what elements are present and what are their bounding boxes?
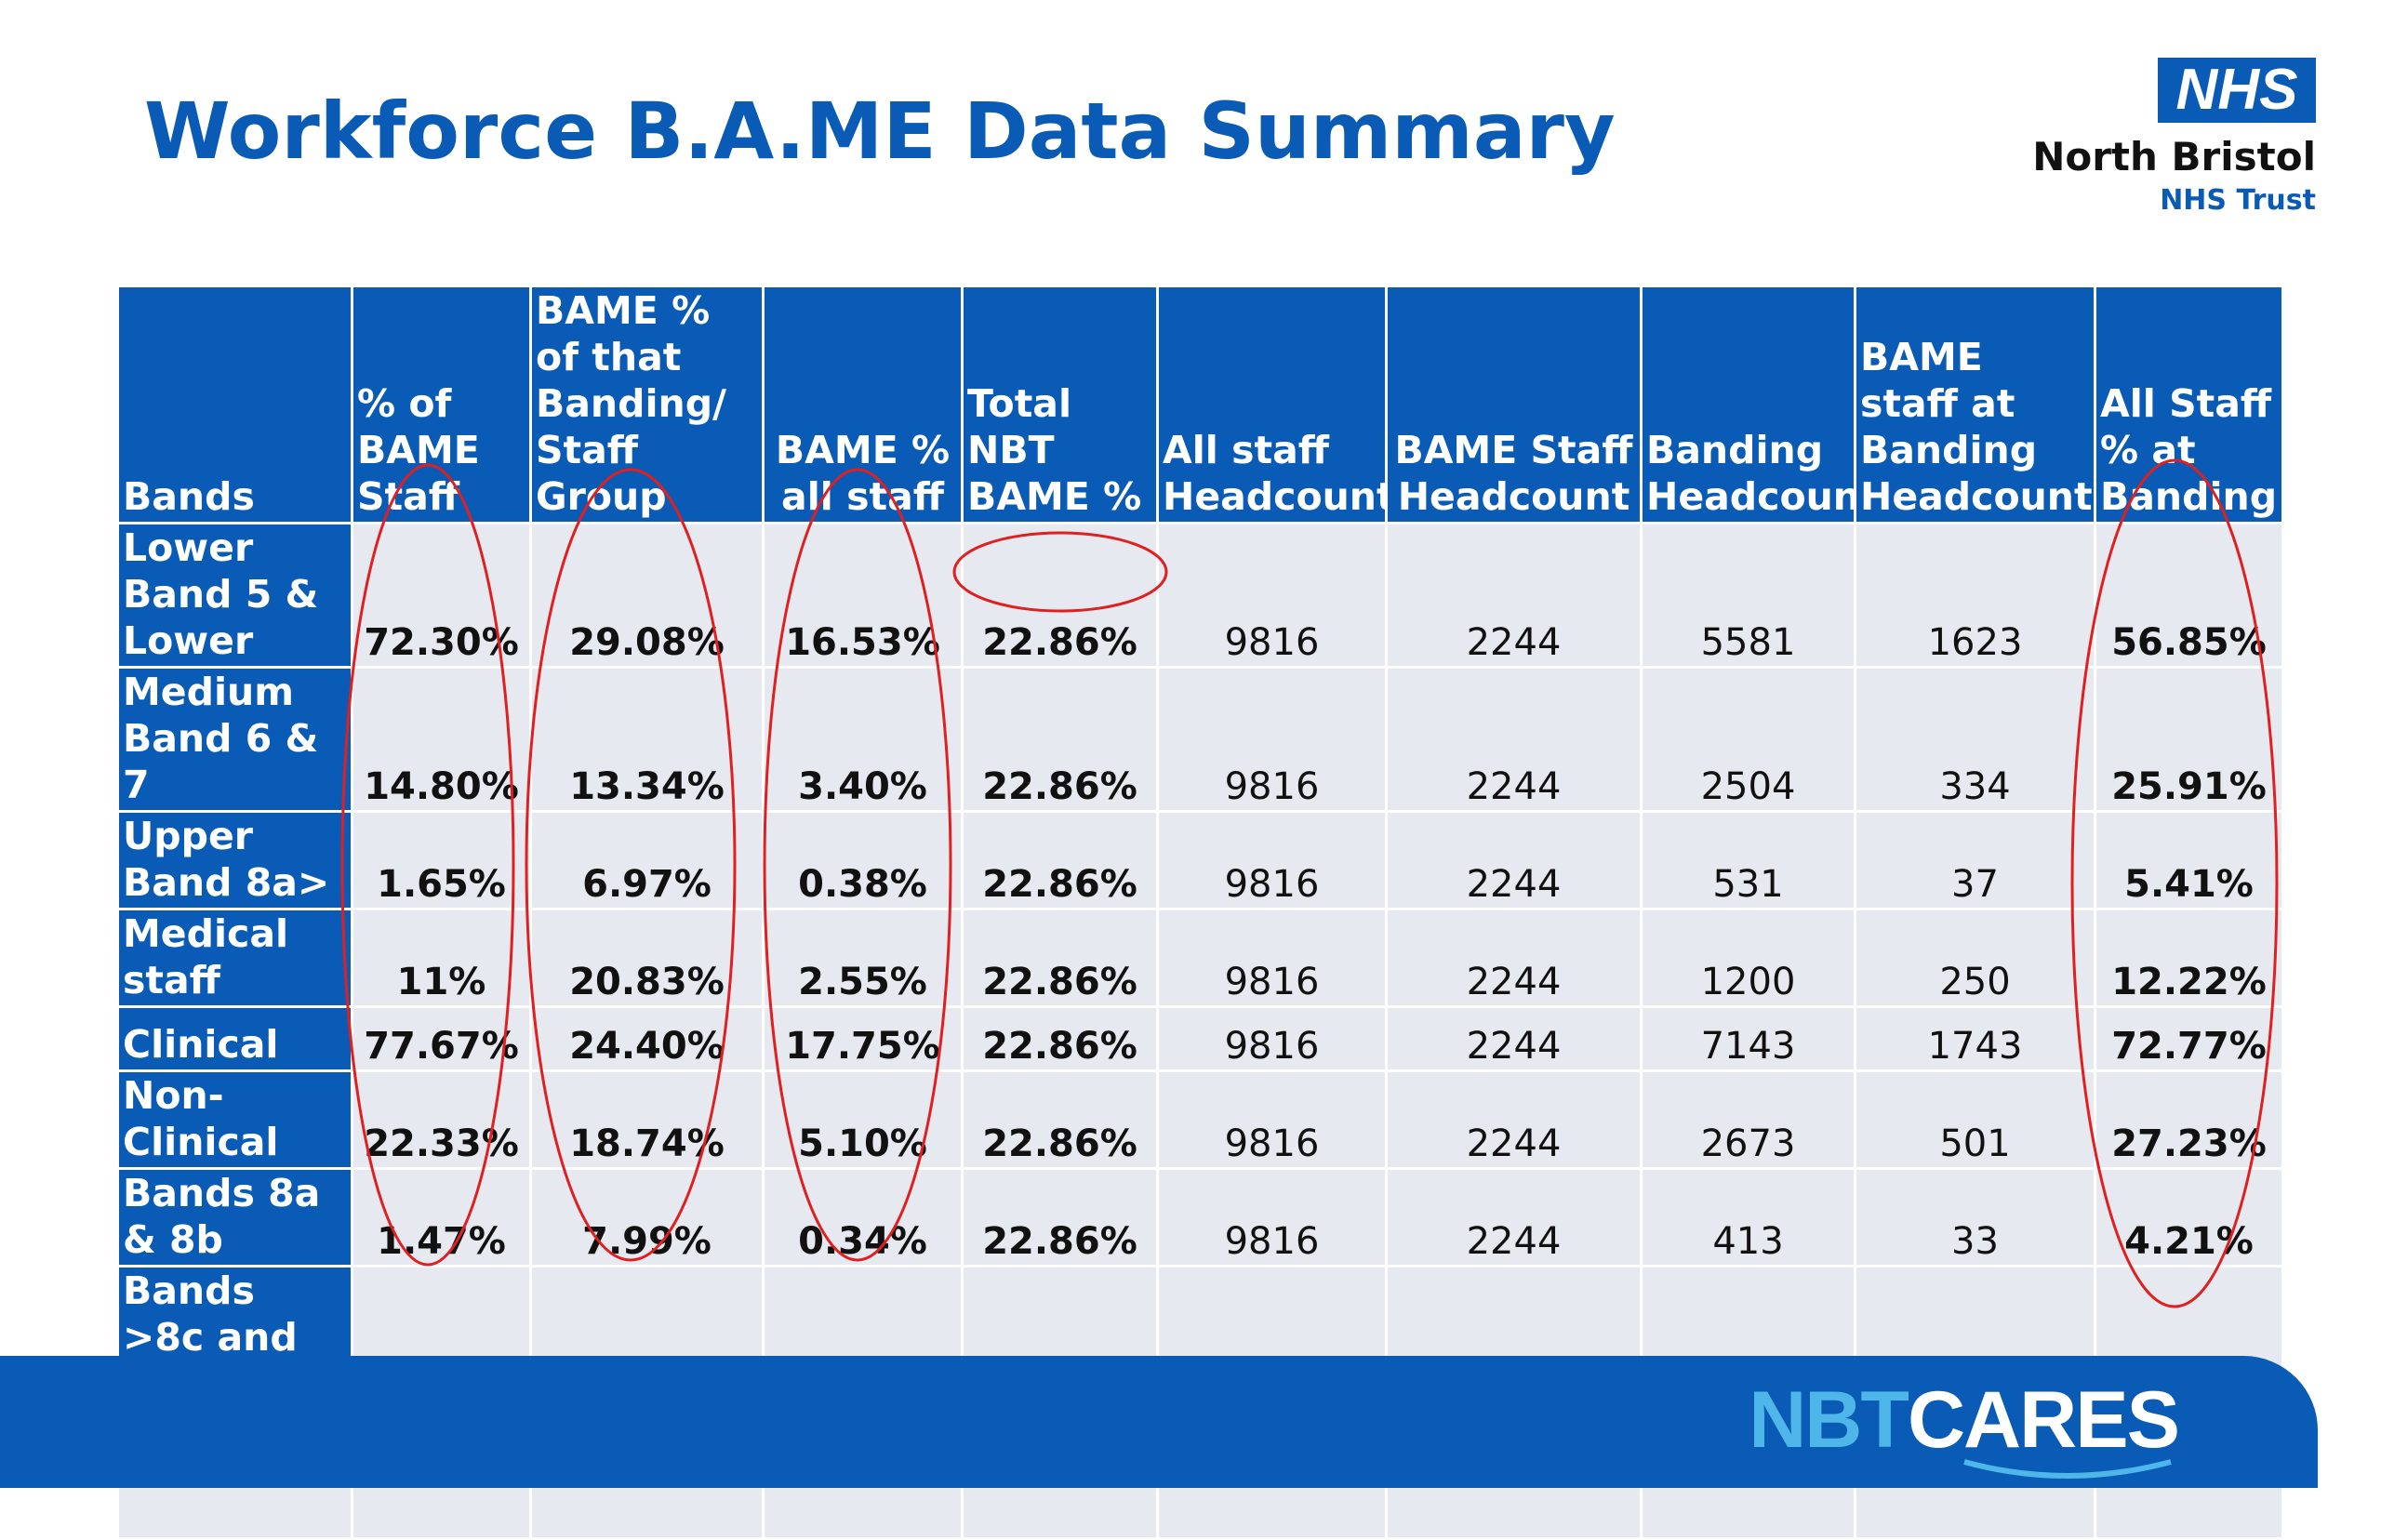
cell: 14.80% [351, 666, 532, 813]
cell: 2244 [1385, 908, 1643, 1008]
table-row: Medical staff 11% 20.83% 2.55% 22.86% 98… [116, 908, 2284, 1008]
cell: 9816 [1156, 1167, 1388, 1268]
row-label: Lower Band 5 & Lower [116, 522, 353, 669]
table-row: Medium Band 6 & 7 14.80% 13.34% 3.40% 22… [116, 666, 2284, 813]
header-banding-headcount: Banding Headcount [1640, 285, 1856, 524]
cell: 2244 [1385, 666, 1643, 813]
cell: 22.86% [961, 1167, 1159, 1268]
header-bame-staff-headcount: BAME Staff Headcount [1385, 285, 1643, 524]
cell: 2244 [1385, 810, 1643, 910]
cell: 9816 [1156, 1069, 1388, 1170]
row-label: Medical staff [116, 908, 353, 1008]
cell: 22.86% [961, 908, 1159, 1008]
row-label: Upper Band 8a> [116, 810, 353, 910]
table-row: Upper Band 8a> 1.65% 6.97% 0.38% 22.86% … [116, 810, 2284, 910]
cell: 1743 [1854, 1005, 2096, 1072]
cell: 72.30% [351, 522, 532, 669]
cell: 22.86% [961, 1069, 1159, 1170]
table-row: Bands 8a & 8b 1.47% 7.99% 0.34% 22.86% 9… [116, 1167, 2284, 1268]
cell: 7.99% [529, 1167, 765, 1268]
cell: 2244 [1385, 1005, 1643, 1072]
table-row: Clinical 77.67% 24.40% 17.75% 22.86% 981… [116, 1005, 2284, 1072]
cell: 33 [1854, 1167, 2096, 1268]
bame-data-table: Bands % of BAME Staff BAME % of that Ban… [116, 285, 2284, 1540]
cell: 20.83% [529, 908, 765, 1008]
cell: 18.74% [529, 1069, 765, 1170]
header-bands: Bands [116, 285, 353, 524]
cell: 1.47% [351, 1167, 532, 1268]
cell: 12.22% [2094, 908, 2284, 1008]
cell: 5581 [1640, 522, 1856, 669]
cell: 6.97% [529, 810, 765, 910]
header-pct-bame-staff: % of BAME Staff [351, 285, 532, 524]
cell: 5.10% [762, 1069, 964, 1170]
cell: 25.91% [2094, 666, 2284, 813]
footer-bar: NBTCARES [0, 1356, 2318, 1488]
cell: 334 [1854, 666, 2096, 813]
header-total-nbt-bame: Total NBT BAME % [961, 285, 1159, 524]
header-all-staff-headcount: All staff Headcount [1156, 285, 1388, 524]
cell: 2504 [1640, 666, 1856, 813]
cell: 2673 [1640, 1069, 1856, 1170]
cell: 77.67% [351, 1005, 532, 1072]
cell: 5.41% [2094, 810, 2284, 910]
header-all-staff-pct-banding: All Staff % at Banding [2094, 285, 2284, 524]
cell: 24.40% [529, 1005, 765, 1072]
cell: 2244 [1385, 522, 1643, 669]
cell: 0.38% [762, 810, 964, 910]
header-bame-pct-all: BAME % all staff [762, 285, 964, 524]
cell: 22.33% [351, 1069, 532, 1170]
table-row: Lower Band 5 & Lower 72.30% 29.08% 16.53… [116, 522, 2284, 669]
cell: 22.86% [961, 666, 1159, 813]
cell: 413 [1640, 1167, 1856, 1268]
cell: 2244 [1385, 1167, 1643, 1268]
nhs-logo-box: NHS [2158, 58, 2316, 123]
cell: 2244 [1385, 1069, 1643, 1170]
header-bame-at-banding: BAME staff at Banding Headcount [1854, 285, 2096, 524]
cell: 9816 [1156, 908, 1388, 1008]
cell: 13.34% [529, 666, 765, 813]
cell: 37 [1854, 810, 2096, 910]
row-label: Bands 8a & 8b [116, 1167, 353, 1268]
cell: 9816 [1156, 810, 1388, 910]
cell: 9816 [1156, 1005, 1388, 1072]
cell: 4.21% [2094, 1167, 2284, 1268]
logo-trust: NHS Trust [2160, 184, 2316, 217]
cell: 501 [1854, 1069, 2096, 1170]
cell: 3.40% [762, 666, 964, 813]
row-label: Non-Clinical [116, 1069, 353, 1170]
cell: 1.65% [351, 810, 532, 910]
cell: 250 [1854, 908, 2096, 1008]
cell: 9816 [1156, 666, 1388, 813]
cell: 1200 [1640, 908, 1856, 1008]
cell: 22.86% [961, 1005, 1159, 1072]
nbtcares-logo-part1: NBT [1749, 1375, 1909, 1465]
logo-organisation: North Bristol [2032, 134, 2316, 179]
table-header-row: Bands % of BAME Staff BAME % of that Ban… [116, 285, 2284, 524]
cell: 22.86% [961, 522, 1159, 669]
cell: 22.86% [961, 810, 1159, 910]
cell: 1623 [1854, 522, 2096, 669]
cell: 72.77% [2094, 1005, 2284, 1072]
row-label: Clinical [116, 1005, 353, 1072]
header-bame-pct-banding: BAME % of that Banding/ Staff Group [529, 285, 765, 524]
cell: 16.53% [762, 522, 964, 669]
table-row: Non-Clinical 22.33% 18.74% 5.10% 22.86% … [116, 1069, 2284, 1170]
cell: 9816 [1156, 522, 1388, 669]
cell: 17.75% [762, 1005, 964, 1072]
cell: 7143 [1640, 1005, 1856, 1072]
cell: 56.85% [2094, 522, 2284, 669]
row-label: Medium Band 6 & 7 [116, 666, 353, 813]
cell: 531 [1640, 810, 1856, 910]
nbtcares-logo: NBTCARES [1749, 1374, 2180, 1467]
cell: 29.08% [529, 522, 765, 669]
cell: 11% [351, 908, 532, 1008]
cell: 27.23% [2094, 1069, 2284, 1170]
nhs-logo: NHS North Bristol NHS Trust [1981, 58, 2316, 225]
page-title: Workforce B.A.ME Data Summary [144, 86, 1616, 177]
cell: 0.34% [762, 1167, 964, 1268]
cell: 2.55% [762, 908, 964, 1008]
smile-swoosh-icon [1963, 1459, 2172, 1479]
nbtcares-logo-part2: CARES [1907, 1375, 2180, 1465]
